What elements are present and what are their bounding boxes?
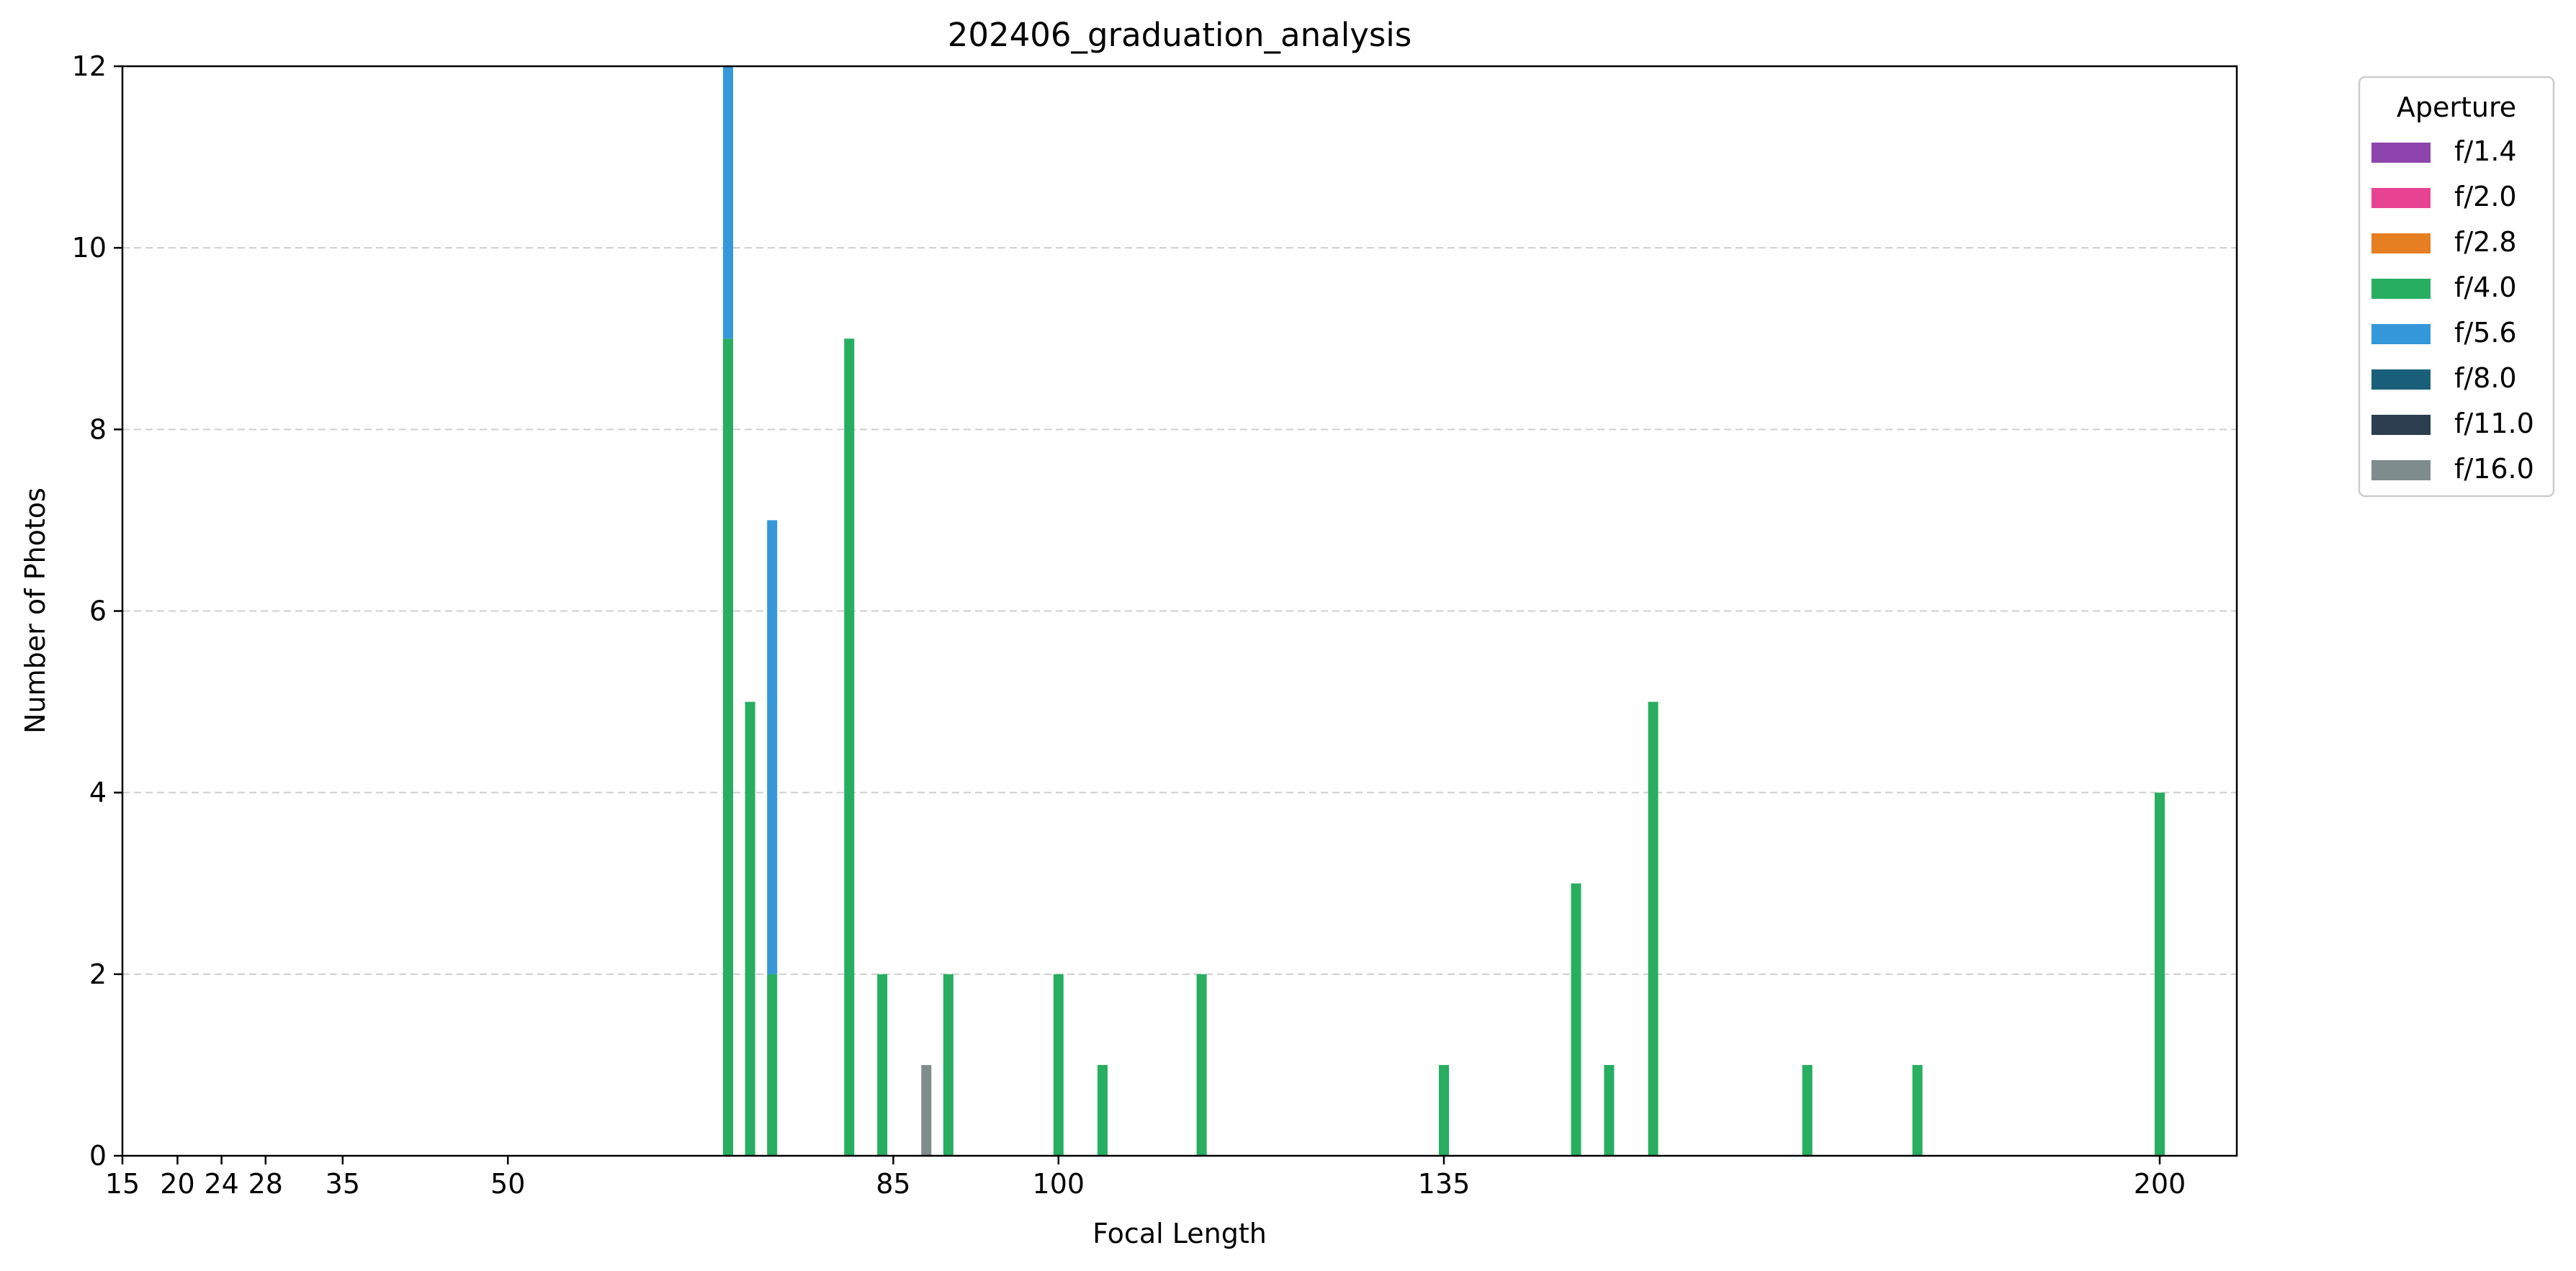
legend-label: f/2.0: [2454, 181, 2517, 212]
x-tick-label: 24: [204, 1168, 238, 1200]
legend-swatch: [2371, 279, 2431, 299]
legend-label: f/2.8: [2454, 226, 2517, 258]
bar-segment: [2154, 792, 2165, 1156]
legend-swatch: [2371, 143, 2431, 163]
y-axis-label: Number of Photos: [19, 488, 51, 734]
legend-swatch: [2371, 415, 2431, 435]
bar-segment: [745, 701, 755, 1156]
chart-title: 202406_graduation_analysis: [948, 16, 1412, 54]
bar-segment: [921, 1064, 932, 1156]
y-tick-label: 0: [89, 1140, 107, 1172]
x-tick-label: 100: [1033, 1168, 1085, 1200]
bar-segment: [1053, 974, 1064, 1156]
x-tick-label: 85: [876, 1168, 910, 1200]
bar-segment: [844, 338, 855, 1156]
bar-segment: [723, 338, 734, 1156]
legend-swatch: [2371, 233, 2431, 253]
legend-swatch: [2371, 188, 2431, 208]
y-tick-label: 12: [72, 50, 107, 82]
y-tick-label: 6: [89, 596, 107, 627]
x-axis-ticks: 15 20 24 28 35 50 85 100 135 200: [105, 1156, 2186, 1200]
legend: Aperture f/1.4f/2.0f/2.8f/4.0f/5.6f/8.0f…: [2358, 76, 2555, 498]
bar-segment: [1648, 701, 1659, 1156]
x-tick-label: 135: [1418, 1168, 1471, 1200]
y-tick-label: 8: [89, 413, 107, 445]
bar-segment: [1912, 1064, 1923, 1156]
bar-segment: [943, 974, 953, 1156]
legend-label: f/11.0: [2454, 408, 2534, 439]
legend-swatch: [2371, 460, 2431, 480]
bar-segment: [1604, 1064, 1615, 1156]
y-tick-label: 10: [72, 232, 107, 264]
legend-items: f/1.4 f/2.0 f/2.8 f/4.0 f/5.6 f/8.0 f/11.0 f/16…: [2371, 135, 2534, 485]
bars: [723, 66, 2165, 1156]
x-tick-label: 28: [248, 1168, 283, 1200]
x-tick-label: 35: [326, 1168, 360, 1200]
legend-label: f/8.0: [2454, 362, 2517, 394]
bar-segment: [767, 974, 778, 1156]
legend-label: f/4.0: [2454, 271, 2517, 303]
x-tick-label: 50: [490, 1168, 525, 1200]
x-tick-label: 15: [105, 1168, 140, 1200]
y-tick-label: 2: [89, 958, 107, 990]
x-axis-label: Focal Length: [1092, 1218, 1267, 1249]
legend-swatch: [2371, 324, 2431, 344]
bar-segment: [1196, 974, 1207, 1156]
x-tick-label: 200: [2134, 1168, 2186, 1200]
y-grid: [122, 247, 2237, 975]
bar-segment: [1097, 1064, 1108, 1156]
bar-segment: [877, 974, 888, 1156]
legend-label: f/1.4: [2454, 135, 2517, 167]
x-tick-label: 20: [160, 1168, 194, 1200]
bar-segment: [1802, 1064, 1813, 1156]
legend-swatch: [2371, 369, 2431, 390]
bar-segment: [1439, 1064, 1449, 1156]
legend-label: f/5.6: [2454, 317, 2517, 349]
bar-segment: [723, 66, 734, 339]
bar-segment: [1571, 883, 1581, 1156]
y-axis-ticks: 0 2 4 6 8 10 12: [72, 50, 122, 1172]
legend-frame: [2358, 76, 2555, 498]
legend-title: Aperture: [2397, 91, 2516, 123]
bar-segment: [767, 520, 778, 974]
y-tick-label: 4: [89, 777, 107, 809]
legend-label: f/16.0: [2454, 453, 2534, 485]
